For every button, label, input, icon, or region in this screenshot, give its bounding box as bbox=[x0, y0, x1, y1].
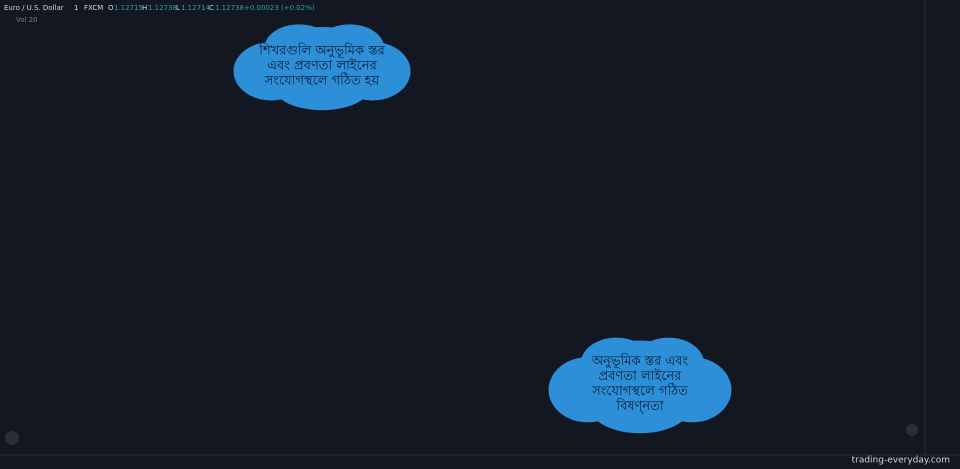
scroll-button[interactable] bbox=[906, 424, 918, 436]
annotation-line: বিষণ্নতা bbox=[615, 398, 663, 414]
cloud-puff bbox=[632, 337, 705, 390]
low-value: 1.12714 bbox=[181, 4, 210, 12]
change: +0.00023 (+0.02%) bbox=[244, 4, 315, 12]
cloud-puff bbox=[590, 381, 690, 434]
interval: 1 bbox=[74, 4, 78, 12]
annotation-line: অনুভূমিক স্তর এবং bbox=[591, 353, 689, 369]
h-key: H bbox=[142, 4, 147, 12]
annotation-line: সংযোগস্থলে গঠিত bbox=[591, 383, 688, 399]
symbol: Euro / U.S. Dollar bbox=[4, 4, 64, 12]
cloud-puff bbox=[580, 337, 652, 390]
source: FXCM bbox=[84, 4, 103, 12]
cloud-puff bbox=[273, 63, 371, 111]
high-value: 1.12738 bbox=[148, 4, 177, 12]
annotation-line: প্রবণতা লাইনের bbox=[599, 368, 683, 384]
annotation-line: এবং প্রবণতা লাইনের bbox=[267, 58, 378, 74]
annotation-line: সংযোগস্থলে গঠিত হয় bbox=[264, 73, 380, 89]
watermark: trading-everyday.com bbox=[852, 456, 950, 466]
close-value: 1.12738 bbox=[215, 4, 244, 12]
logo bbox=[5, 431, 19, 445]
o-key: O bbox=[108, 4, 114, 12]
annotation-line: শিখরগুলি অনুভূমিক স্তর bbox=[258, 43, 385, 59]
l-key: L bbox=[176, 4, 180, 12]
volume-label: Vol 20 bbox=[16, 16, 38, 24]
c-key: C bbox=[209, 4, 214, 12]
cloud: অনুভূমিক স্তর এবংপ্রবণতা লাইনেরসংযোগস্থল… bbox=[548, 337, 732, 434]
cloud-puff bbox=[264, 24, 334, 72]
header: Euro / U.S. Dollar 1 FXCM O 1.12715 H 1.… bbox=[4, 4, 950, 466]
open-value: 1.12715 bbox=[114, 4, 143, 12]
cloud-puff bbox=[315, 24, 385, 72]
